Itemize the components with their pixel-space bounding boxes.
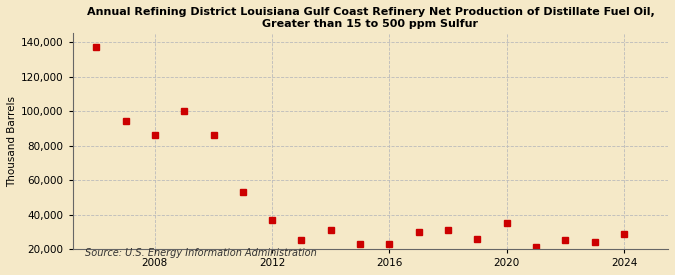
Y-axis label: Thousand Barrels: Thousand Barrels bbox=[7, 96, 17, 187]
Title: Annual Refining District Louisiana Gulf Coast Refinery Net Production of Distill: Annual Refining District Louisiana Gulf … bbox=[86, 7, 654, 29]
Text: Source: U.S. Energy Information Administration: Source: U.S. Energy Information Administ… bbox=[84, 248, 317, 258]
